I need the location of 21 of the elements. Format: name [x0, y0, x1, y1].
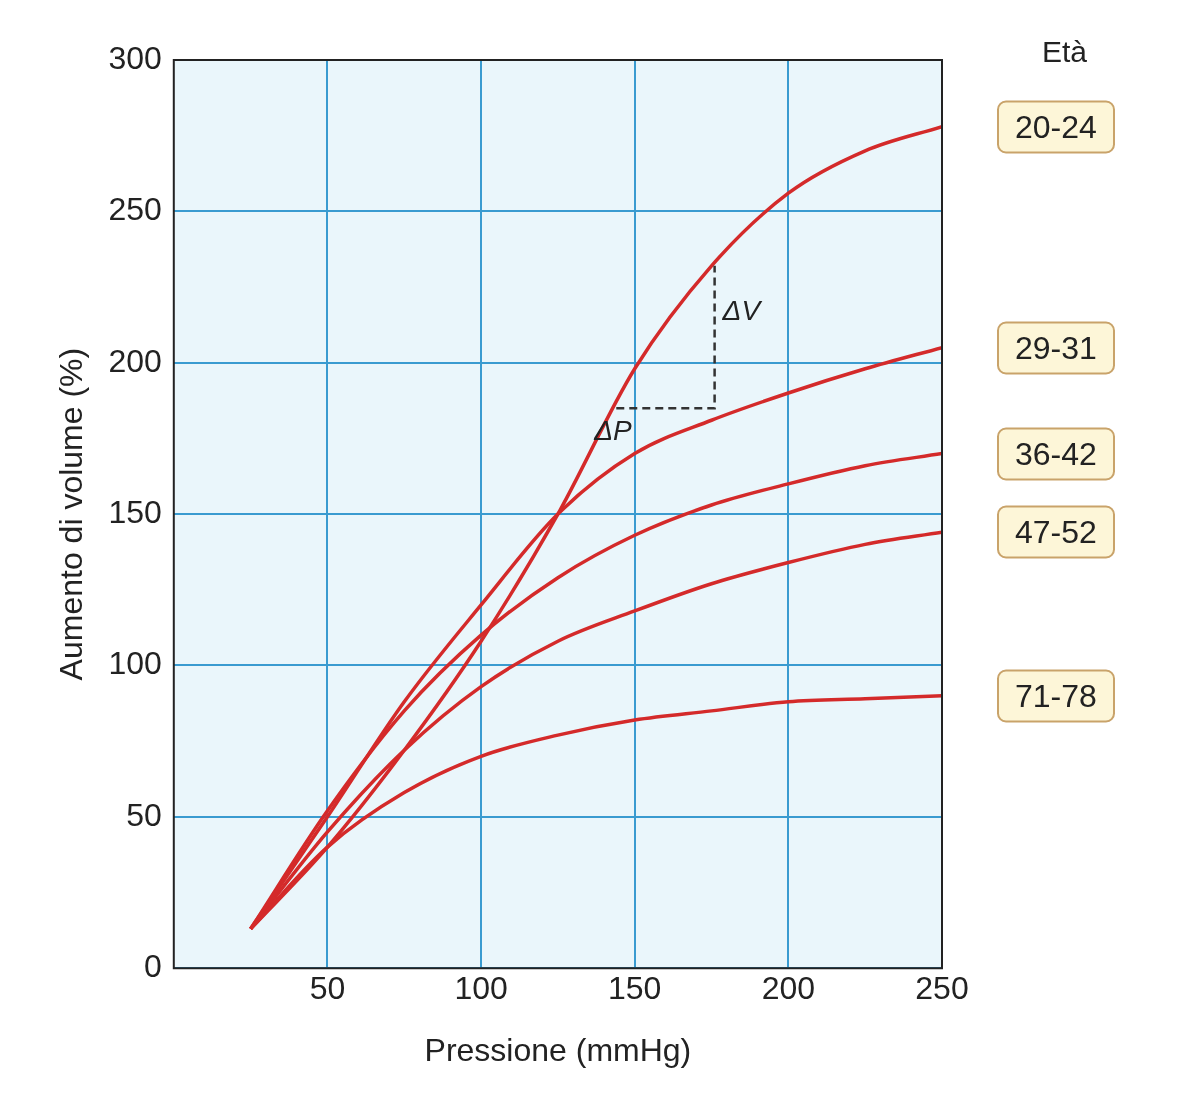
y-tick-label: 0	[143, 948, 162, 985]
x-axis-title: Pressione (mmHg)	[424, 1031, 692, 1068]
text: 29-31	[997, 321, 1115, 375]
x-tick-label: 200	[761, 970, 816, 1007]
y-tick-label: 50	[126, 796, 162, 833]
text: 36-42	[997, 427, 1115, 481]
y-tick-label: 300	[108, 39, 162, 76]
x-tick-label: 100	[454, 970, 508, 1007]
legend-title: Età	[1042, 35, 1088, 69]
text: 20-24	[997, 100, 1115, 154]
y-tick-label: 250	[108, 191, 162, 228]
text: 47-52	[997, 505, 1115, 559]
y-tick-label: 100	[108, 645, 162, 682]
x-tick-label: 250	[915, 970, 969, 1007]
y-axis-title: Aumento di volume (%)	[53, 347, 90, 681]
x-tick-label: 50	[309, 970, 346, 1007]
annotation: ΔV	[721, 294, 763, 326]
text: 71-78	[997, 669, 1115, 723]
y-tick-label: 200	[108, 342, 162, 379]
x-tick-label: 150	[608, 970, 662, 1007]
y-tick-label: 150	[108, 493, 162, 530]
